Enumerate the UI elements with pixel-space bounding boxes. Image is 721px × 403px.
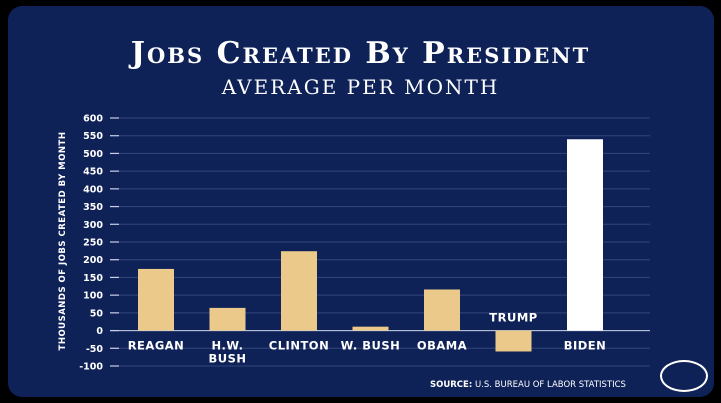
source-note: SOURCE: U.S. BUREAU OF LABOR STATISTICS bbox=[430, 380, 626, 390]
category-label: REAGAN bbox=[128, 339, 185, 353]
source-prefix: SOURCE: bbox=[430, 380, 473, 390]
category-label: BUSH bbox=[208, 352, 246, 366]
bar-w-bush bbox=[352, 326, 389, 331]
y-tick-label: 250 bbox=[83, 238, 103, 249]
y-tick-label: 600 bbox=[83, 114, 103, 125]
source-text: U.S. BUREAU OF LABOR STATISTICS bbox=[474, 380, 626, 390]
category-label: CLINTON bbox=[269, 339, 329, 353]
chart-title: Jobs Created By President bbox=[130, 36, 591, 71]
category-label: OBAMA bbox=[417, 339, 467, 353]
y-tick-label: 150 bbox=[83, 273, 103, 284]
category-label: H.W. bbox=[211, 339, 243, 353]
y-tick-label: 500 bbox=[83, 149, 103, 160]
y-tick-label: 100 bbox=[83, 291, 103, 302]
bar-reagan bbox=[138, 268, 174, 331]
y-tick-label: 50 bbox=[90, 308, 104, 319]
bar-obama bbox=[424, 289, 460, 331]
y-tick-label: 300 bbox=[83, 220, 103, 231]
y-tick-label: 200 bbox=[83, 255, 103, 266]
category-label: TRUMP bbox=[489, 311, 537, 325]
category-label: W. BUSH bbox=[341, 339, 401, 353]
chart-subtitle: AVERAGE PER MONTH bbox=[221, 75, 500, 99]
bar-h-w-bush bbox=[209, 307, 246, 331]
bar-clinton bbox=[281, 251, 317, 331]
bar-trump bbox=[495, 330, 532, 352]
y-tick-label: 0 bbox=[96, 326, 103, 337]
y-tick-label: 350 bbox=[83, 202, 103, 213]
y-tick-label: 400 bbox=[83, 184, 103, 195]
bar-biden bbox=[567, 139, 603, 331]
y-tick-label: 450 bbox=[83, 167, 103, 178]
y-tick-label: -100 bbox=[79, 362, 103, 373]
y-tick-label: 550 bbox=[83, 131, 103, 142]
category-label: BIDEN bbox=[564, 339, 607, 353]
white-house-seal-icon bbox=[660, 360, 708, 392]
y-tick-label: -50 bbox=[86, 344, 104, 355]
